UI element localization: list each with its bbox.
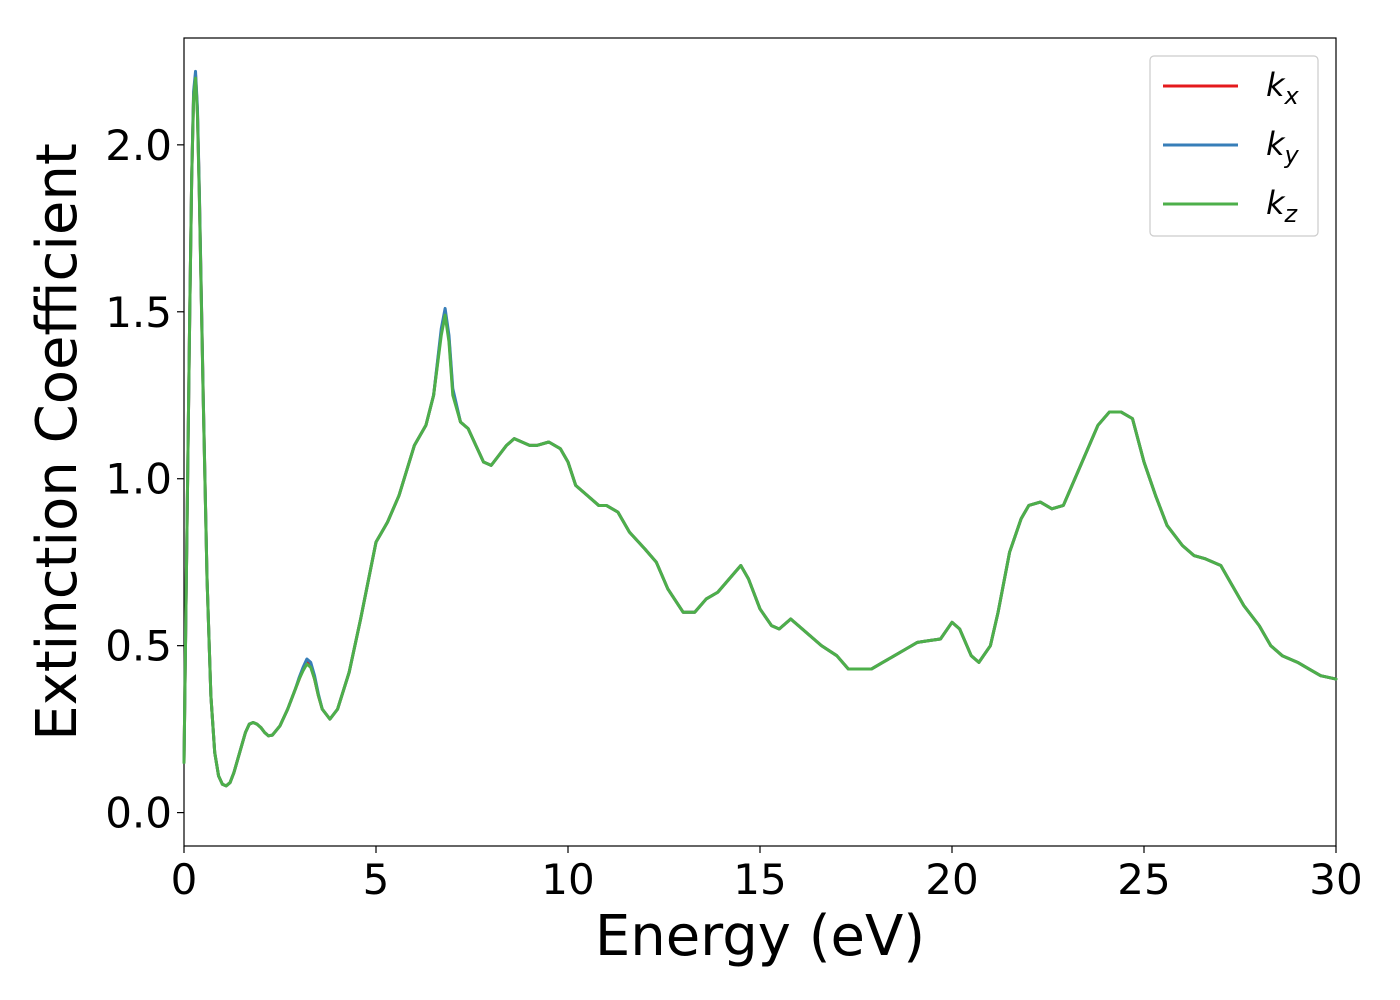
x-axis: 0 5 10 15 20 25 30 (171, 846, 1363, 904)
x-tick-label: 10 (541, 855, 594, 904)
y-axis-title: Extinction Coefficient (25, 143, 90, 741)
x-axis-title: Energy (eV) (595, 904, 925, 969)
x-tick-label: 30 (1309, 855, 1362, 904)
legend: kx ky kz (1149, 55, 1319, 237)
legend-label-x: kx (1266, 66, 1300, 110)
plot-frame (183, 37, 1337, 847)
y-tick-label: 0.5 (105, 622, 172, 671)
plot-area (182, 37, 1338, 847)
x-tick-label: 5 (363, 855, 390, 904)
series-line-z (182, 76, 1338, 788)
legend-entries: kx ky kz (1163, 66, 1300, 228)
legend-label-z: kz (1266, 184, 1299, 228)
y-axis: 0.0 0.5 1.0 1.5 2.0 (105, 121, 184, 838)
y-tick-label: 0.0 (105, 789, 172, 838)
x-tick-label: 20 (925, 855, 978, 904)
x-tick-label: 0 (171, 855, 198, 904)
y-tick-label: 1.5 (105, 288, 172, 337)
y-tick-label: 2.0 (105, 121, 172, 170)
legend-label-y: ky (1266, 125, 1300, 169)
series-layer (182, 69, 1338, 788)
y-tick-label: 1.0 (105, 455, 172, 504)
x-tick-label: 15 (733, 855, 786, 904)
x-tick-label: 25 (1117, 855, 1170, 904)
